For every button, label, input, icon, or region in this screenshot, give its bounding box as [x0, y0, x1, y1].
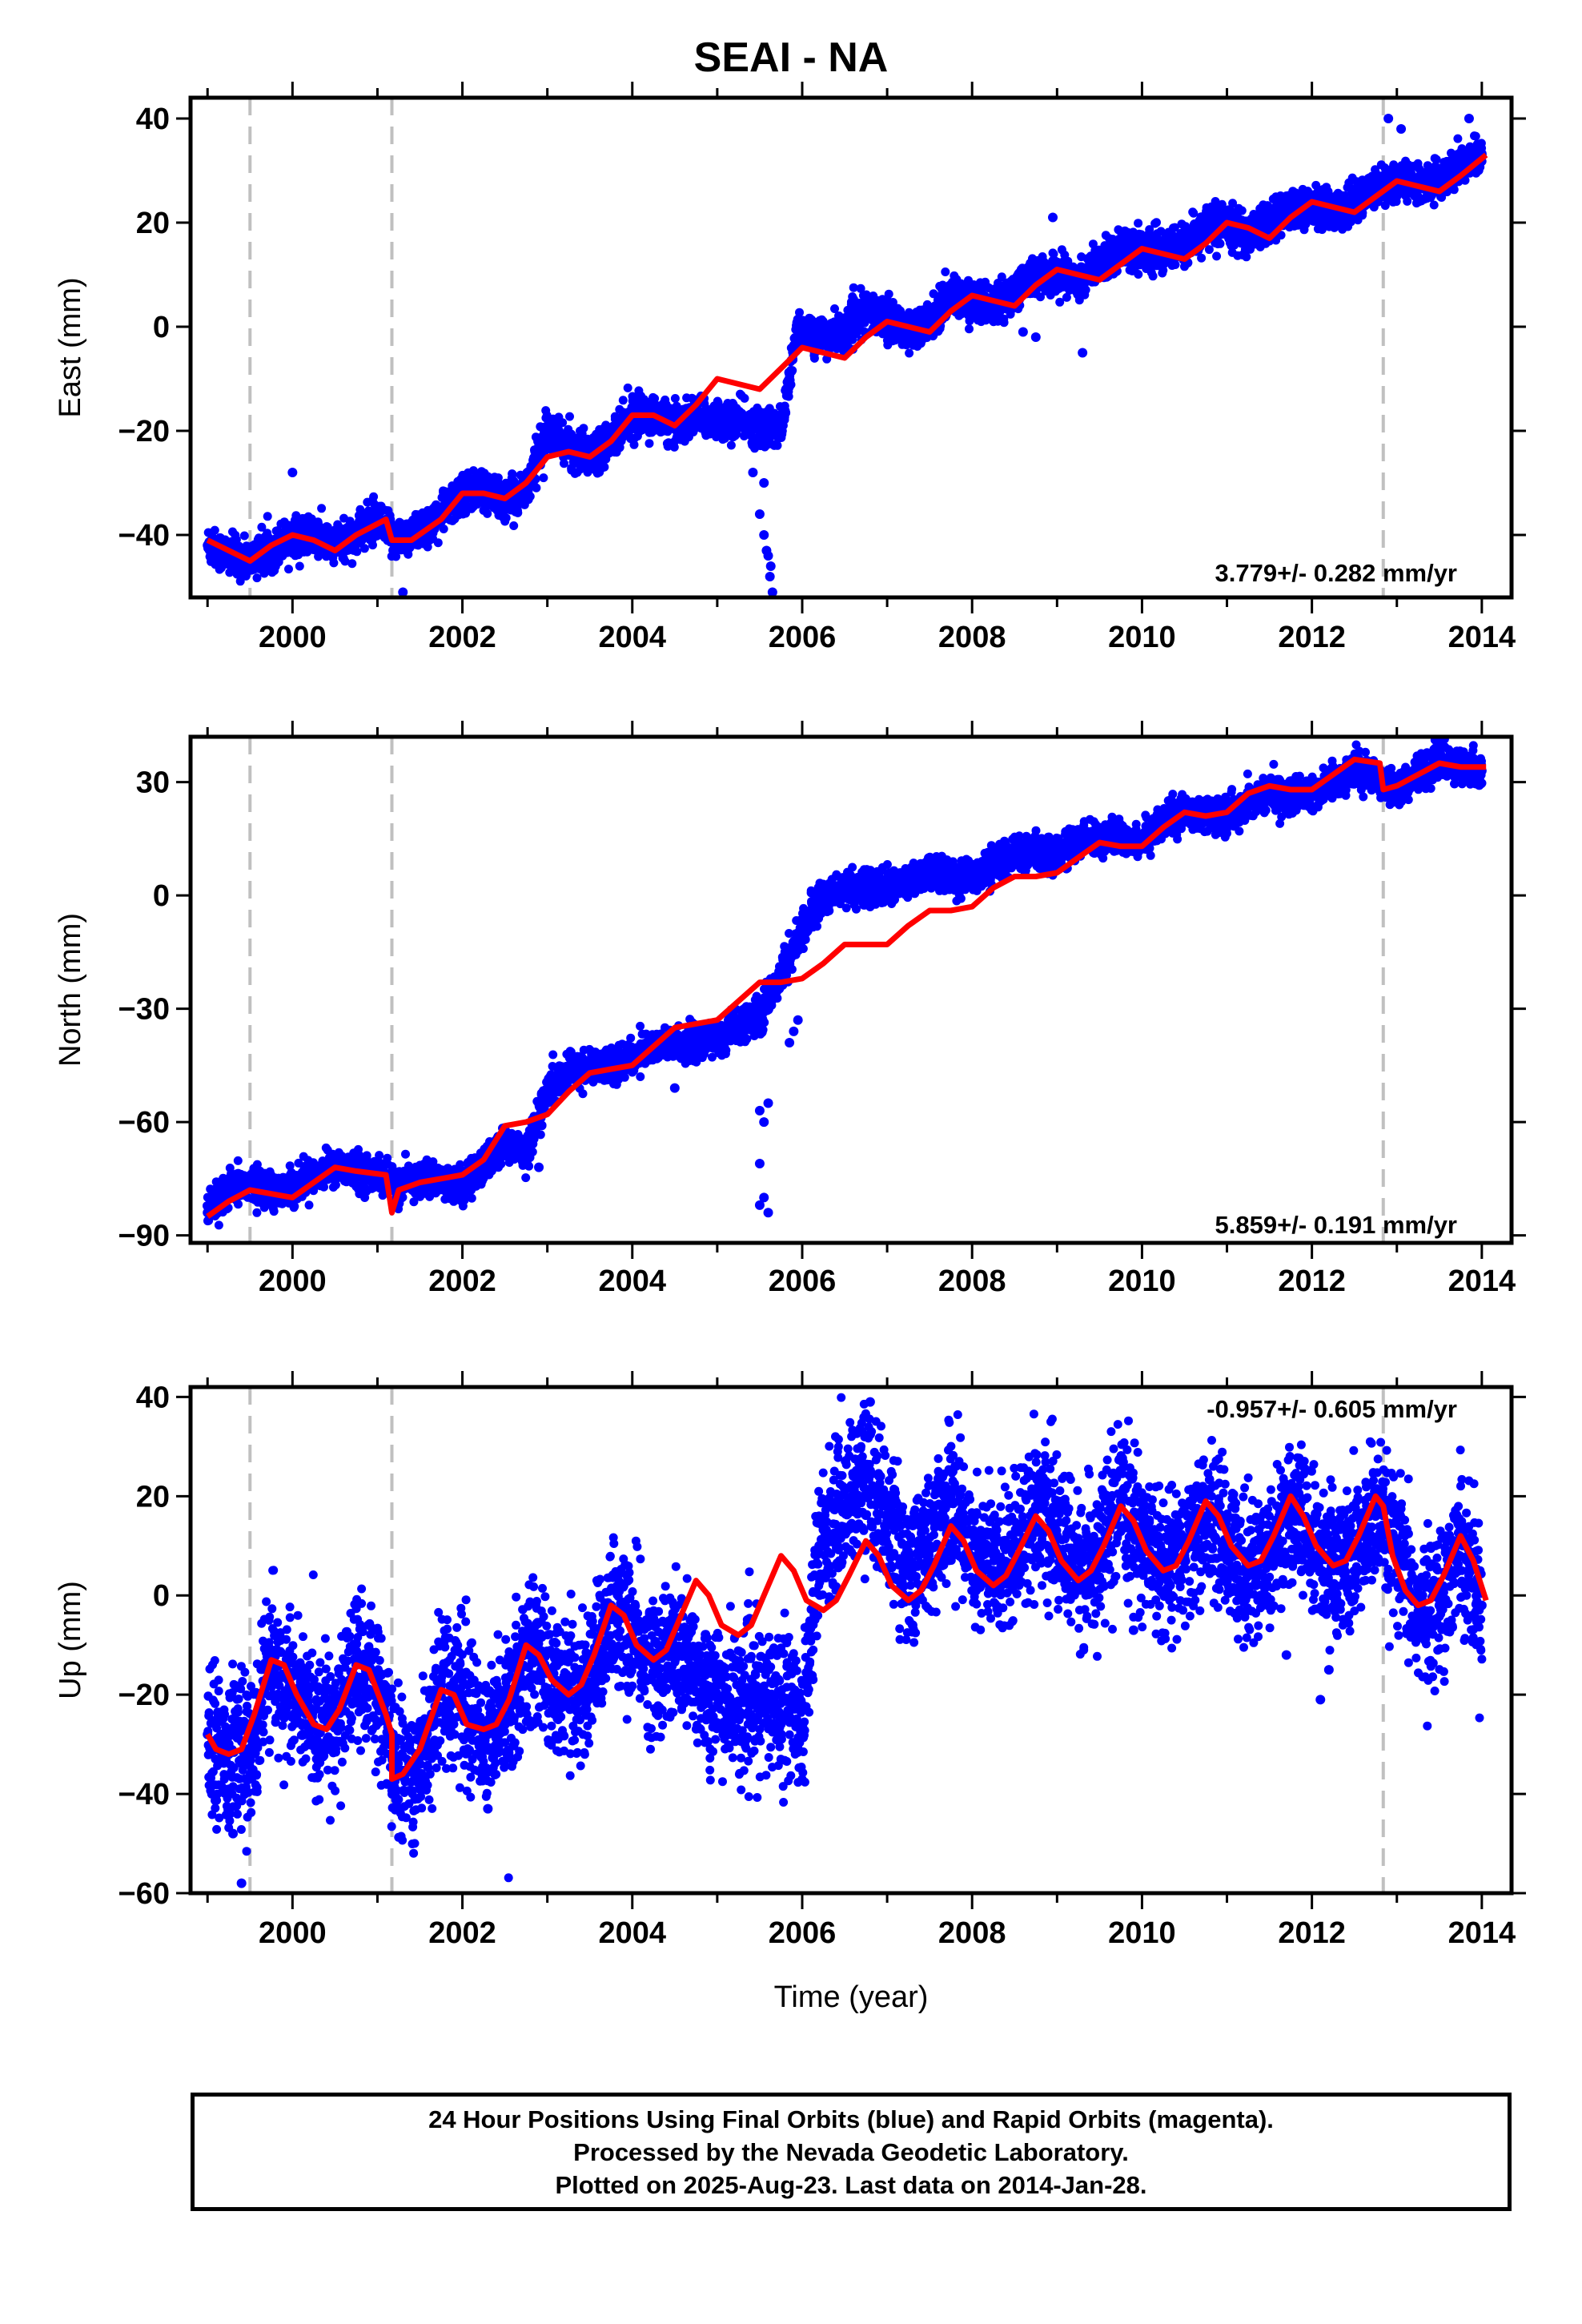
data-point	[314, 552, 323, 561]
data-point	[1197, 253, 1207, 263]
data-point	[1134, 270, 1143, 279]
data-point	[786, 380, 796, 389]
data-point	[558, 418, 568, 428]
data-point	[1212, 251, 1222, 261]
data-point	[644, 439, 654, 448]
data-point	[1215, 239, 1225, 248]
data-point	[849, 283, 858, 292]
data-point	[579, 424, 588, 433]
data-point	[340, 557, 350, 566]
data-point	[941, 267, 950, 276]
data-point	[252, 573, 262, 583]
data-point	[1152, 218, 1161, 227]
data-point	[623, 383, 632, 392]
data-point	[352, 547, 362, 557]
data-point	[856, 283, 865, 293]
data-point	[1204, 245, 1214, 255]
data-point	[650, 394, 660, 404]
data-point	[295, 561, 304, 571]
data-point	[884, 289, 893, 299]
data-point	[1170, 260, 1180, 269]
data-point	[1049, 249, 1058, 259]
data-point	[618, 396, 628, 405]
data-point	[1324, 191, 1334, 200]
data-point	[997, 272, 1006, 282]
data-point	[1228, 199, 1238, 208]
data-point	[700, 400, 709, 408]
data-point	[263, 512, 272, 521]
data-point	[501, 513, 511, 523]
data-point	[1081, 285, 1090, 295]
data-point	[1148, 271, 1158, 281]
data-point	[532, 483, 541, 493]
data-point	[483, 509, 492, 518]
data-point	[965, 316, 974, 326]
data-point	[565, 412, 574, 421]
data-point	[1189, 208, 1199, 218]
data-point	[1055, 297, 1065, 307]
data-point	[830, 304, 839, 313]
data-point	[1242, 252, 1251, 262]
data-point	[439, 525, 448, 533]
data-point	[818, 316, 828, 326]
data-point	[787, 367, 797, 376]
plot-area	[203, 98, 1488, 597]
chart-title: SEAI - NA	[693, 34, 889, 81]
data-point	[732, 429, 741, 439]
data-point	[468, 466, 478, 476]
data-point	[508, 469, 517, 479]
data-point	[423, 542, 432, 552]
data-point	[1036, 292, 1045, 302]
data-point	[726, 440, 736, 450]
data-point	[1237, 206, 1247, 215]
data-point	[965, 324, 974, 334]
data-point	[317, 504, 327, 513]
data-point	[1158, 266, 1168, 275]
data-point	[1358, 211, 1367, 220]
data-point	[999, 314, 1009, 324]
data-point	[740, 393, 749, 403]
data-point	[1170, 223, 1179, 232]
data-point	[781, 408, 791, 417]
data-point	[1134, 219, 1143, 228]
data-point	[539, 473, 548, 483]
data-point	[329, 558, 339, 568]
data-point	[713, 398, 723, 408]
data-point	[773, 440, 782, 450]
data-point	[347, 559, 357, 569]
data-point	[905, 348, 914, 358]
data-point	[513, 508, 523, 517]
data-point	[670, 394, 680, 403]
data-point	[284, 565, 293, 574]
data-point	[629, 440, 639, 449]
data-point	[257, 522, 267, 532]
data-point	[210, 525, 219, 535]
data-point	[391, 552, 401, 561]
data-point	[525, 492, 535, 501]
data-point	[784, 392, 793, 401]
data-point	[239, 531, 249, 541]
data-point	[600, 462, 609, 472]
data-point	[1062, 292, 1071, 302]
data-point	[369, 492, 379, 501]
data-point	[1063, 256, 1073, 266]
data-point	[509, 521, 519, 530]
data-point	[509, 476, 519, 486]
data-point	[795, 308, 804, 317]
data-point	[1145, 225, 1154, 235]
data-point	[433, 538, 443, 548]
data-point	[359, 544, 369, 553]
